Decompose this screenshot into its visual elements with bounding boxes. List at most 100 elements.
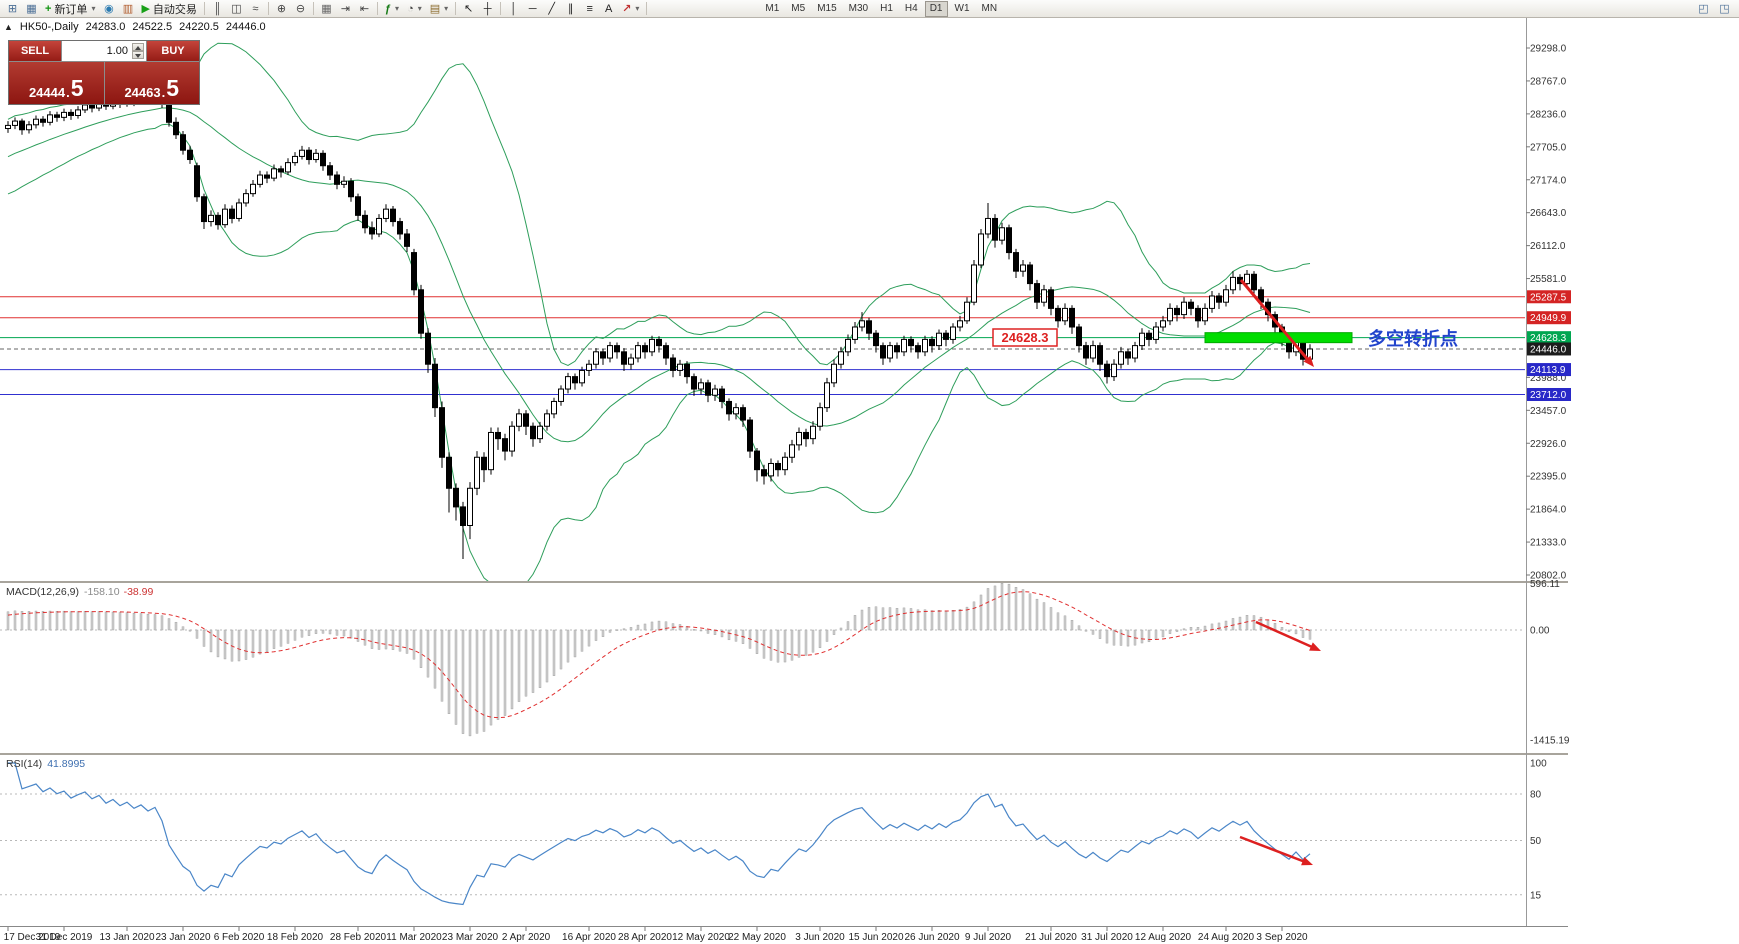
market-watch-icon[interactable]: ▥ bbox=[118, 1, 137, 16]
time-axis-label: 28 Feb 2020 bbox=[330, 932, 387, 943]
timeframe-m30[interactable]: M30 bbox=[848, 2, 869, 14]
price-axis[interactable]: 29298.0 28767.0 28236.0 27705.0 27174.0 26643… bbox=[1526, 44, 1571, 902]
candle-bear bbox=[89, 104, 95, 109]
candle-bear bbox=[1146, 332, 1152, 340]
dock-window-icon[interactable]: ◰ bbox=[1694, 1, 1713, 16]
candlestick-chart-icon[interactable]: ◫ bbox=[227, 1, 246, 16]
candle-bear bbox=[397, 221, 403, 235]
price-axis-flag-label: 24949.9 bbox=[1530, 313, 1567, 324]
candle-bear bbox=[642, 345, 648, 353]
trend-arrow[interactable] bbox=[1255, 620, 1316, 650]
volume-value[interactable]: 1.00 bbox=[106, 45, 128, 57]
candle-bear bbox=[621, 351, 627, 365]
candle-bull bbox=[1153, 326, 1159, 340]
trend-arrow[interactable] bbox=[1239, 835, 1307, 864]
chart-canvas[interactable]: 24628.3 多空转折点 29298.0 28767.0 28236.0 27705.0… bbox=[0, 18, 1739, 944]
new-order-button[interactable]: + 新订单 ▾ bbox=[41, 1, 99, 16]
turning-point-note[interactable]: 多空转折点 bbox=[1368, 328, 1458, 349]
channel-icon[interactable]: ∥ bbox=[561, 1, 580, 16]
timeframe-mn[interactable]: MN bbox=[981, 2, 998, 14]
new-window-icon[interactable]: ◳ bbox=[1715, 1, 1734, 16]
cursor-icon[interactable]: ↖ bbox=[459, 1, 478, 16]
price-axis-flag bbox=[1527, 387, 1571, 401]
timeframe-h4[interactable]: H4 bbox=[904, 2, 918, 14]
volume-down-button[interactable] bbox=[132, 51, 144, 59]
candle-bull bbox=[950, 326, 956, 340]
macd-histogram-bar bbox=[1175, 629, 1179, 632]
fibonacci-icon[interactable]: ≡ bbox=[580, 1, 599, 16]
arrows-button[interactable]: ↗ ▾ bbox=[618, 1, 643, 16]
macd-panel-separator[interactable] bbox=[0, 581, 1568, 583]
tile-windows-icon[interactable]: ▦ bbox=[317, 1, 336, 16]
periods-button[interactable]: ◔ ▾ bbox=[403, 1, 426, 16]
rsi-panel-separator[interactable] bbox=[0, 753, 1568, 755]
macd-histogram-bar bbox=[1007, 583, 1011, 631]
profiles-icon[interactable]: ▦ bbox=[22, 1, 41, 16]
candle-bear bbox=[278, 168, 284, 173]
timeframe-w1[interactable]: W1 bbox=[954, 2, 970, 14]
price-tag-box[interactable] bbox=[992, 328, 1058, 347]
vertical-line-icon[interactable]: │ bbox=[504, 1, 523, 16]
time-axis-label: 24 Aug 2020 bbox=[1198, 932, 1255, 943]
candle-bull bbox=[936, 332, 942, 347]
timeframe-m15[interactable]: M15 bbox=[817, 2, 837, 14]
timeframe-d1[interactable]: D1 bbox=[924, 0, 948, 17]
macd-main-value: -158.10 bbox=[83, 586, 120, 598]
macd-histogram-bar bbox=[433, 629, 437, 689]
bar-chart-icon[interactable]: ║ bbox=[208, 1, 227, 16]
buy-price[interactable]: 24463 . 5 bbox=[104, 62, 199, 104]
time-axis-label: 9 Jul 2020 bbox=[965, 932, 1012, 943]
auto-trading-button[interactable]: ▶ 自动交易 bbox=[137, 1, 200, 16]
turning-point-zone[interactable] bbox=[1204, 332, 1353, 344]
timeframe-h1[interactable]: H1 bbox=[880, 2, 893, 14]
volume-up-button[interactable] bbox=[132, 43, 144, 51]
trendline-icon[interactable]: ╱ bbox=[542, 1, 561, 16]
candle-bear bbox=[761, 469, 767, 477]
macd-histogram-bar bbox=[601, 629, 605, 637]
new-chart-icon[interactable]: ⊞ bbox=[3, 1, 22, 16]
line-chart-icon[interactable]: ≈ bbox=[246, 1, 265, 16]
chart-shift-icon[interactable]: ⇤ bbox=[355, 1, 374, 16]
trend-arrow[interactable] bbox=[1239, 279, 1311, 363]
timeframe-m1[interactable]: M1 bbox=[765, 2, 780, 14]
zoom-out-icon[interactable]: ⊖ bbox=[291, 1, 310, 16]
candle-bull bbox=[985, 217, 991, 235]
candle-bull bbox=[999, 227, 1005, 241]
sell-price[interactable]: 24444 . 5 bbox=[9, 62, 104, 104]
macd-histogram-bar bbox=[1294, 629, 1298, 635]
crosshair-icon[interactable]: ┼ bbox=[478, 1, 497, 16]
candle-bull bbox=[250, 183, 256, 195]
candle-bear bbox=[873, 332, 879, 347]
price-axis-label: 21864.0 bbox=[1530, 505, 1567, 516]
macd-histogram-bar bbox=[937, 610, 941, 631]
one-click-toggle-icon[interactable]: ▲ bbox=[4, 22, 13, 32]
candle-bull bbox=[1160, 320, 1166, 328]
macd-histogram-bar bbox=[790, 629, 794, 661]
candle-bull bbox=[1223, 289, 1229, 303]
volume-stepper[interactable]: 1.00 bbox=[62, 41, 146, 61]
price-axis-label: 27174.0 bbox=[1530, 175, 1567, 186]
macd-name: MACD(12,26,9) bbox=[6, 586, 79, 598]
candle-bear bbox=[614, 345, 620, 353]
candle-bull bbox=[467, 487, 473, 527]
auto-scroll-icon: ⇥ bbox=[340, 3, 351, 15]
candle-bull bbox=[628, 357, 634, 365]
trend-arrow-head bbox=[1303, 355, 1314, 367]
timeframe-m5[interactable]: M5 bbox=[791, 2, 806, 14]
macd-histogram-bar bbox=[811, 629, 815, 653]
macd-histogram-bar bbox=[650, 621, 654, 631]
buy-button[interactable]: BUY bbox=[147, 41, 199, 61]
candle-bull bbox=[712, 388, 718, 396]
sell-button[interactable]: SELL bbox=[9, 41, 61, 61]
auto-scroll-icon[interactable]: ⇥ bbox=[336, 1, 355, 16]
globe-icon[interactable]: ◉ bbox=[99, 1, 118, 16]
horizontal-line-icon[interactable]: ─ bbox=[523, 1, 542, 16]
zoom-in-icon[interactable]: ⊕ bbox=[272, 1, 291, 16]
templates-button[interactable]: ▤ ▾ bbox=[426, 1, 452, 16]
text-icon[interactable]: A bbox=[599, 1, 618, 16]
ohlc-low: 24220.5 bbox=[179, 21, 219, 33]
candle-bull bbox=[1181, 301, 1187, 316]
price-axis-label: 23457.0 bbox=[1530, 406, 1567, 417]
indicators-button[interactable]: ƒ ▾ bbox=[381, 1, 403, 16]
